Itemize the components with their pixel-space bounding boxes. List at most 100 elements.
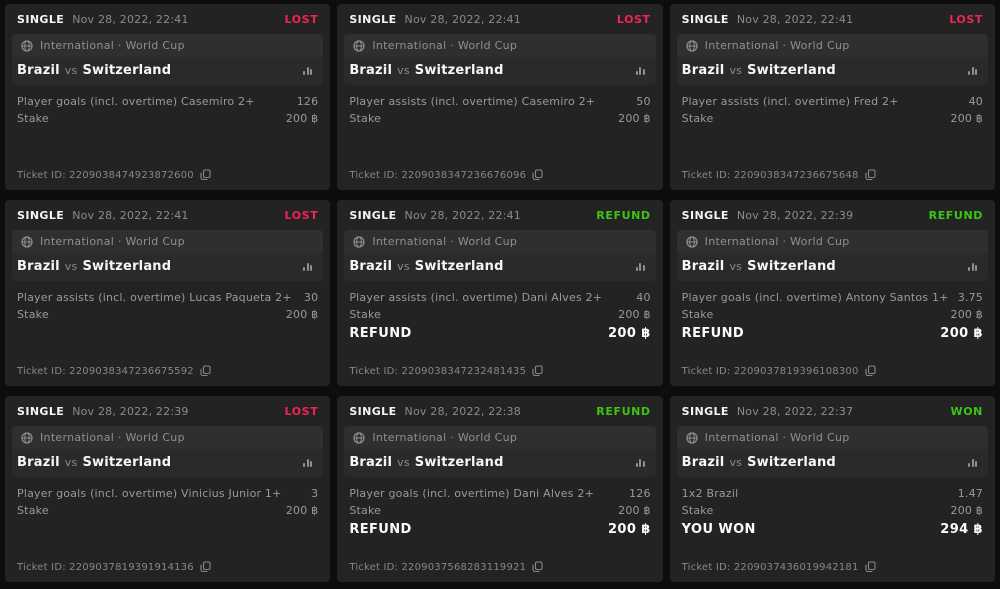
result-label: REFUND: [349, 522, 412, 537]
league-row: International · World Cup: [344, 230, 656, 253]
bet-odds-value: 30: [303, 291, 319, 304]
bet-ticket-card[interactable]: SINGLE Nov 28, 2022, 22:41 LOST Internat…: [5, 200, 331, 386]
bet-ticket-card[interactable]: SINGLE Nov 28, 2022, 22:37 WON Internati…: [669, 396, 995, 582]
league-label: International · World Cup: [704, 39, 850, 52]
event-panel: International · World Cup Brazil vs Swit…: [676, 34, 988, 85]
ticket-id: Ticket ID: 2209037436019942181: [681, 561, 859, 573]
bet-selection-label: Player assists (incl. overtime) Dani Alv…: [349, 291, 603, 304]
event-panel: International · World Cup Brazil vs Swit…: [344, 426, 656, 477]
away-team: Switzerland: [747, 259, 836, 274]
vs-label: vs: [729, 64, 743, 77]
copy-icon[interactable]: [532, 365, 543, 377]
league-label: International · World Cup: [372, 39, 518, 52]
league-label: International · World Cup: [40, 39, 185, 52]
ticket-footer: Ticket ID: 2209038474923872600: [5, 169, 330, 190]
copy-icon[interactable]: [864, 365, 876, 377]
ticket-header: SINGLE Nov 28, 2022, 22:37 WON: [670, 396, 995, 424]
globe-icon: [353, 39, 365, 52]
home-team: Brazil: [349, 259, 393, 274]
bet-ticket-card[interactable]: SINGLE Nov 28, 2022, 22:41 LOST Internat…: [5, 4, 331, 190]
bar-chart-icon[interactable]: [966, 457, 979, 469]
home-team: Brazil: [17, 63, 60, 78]
bet-date: Nov 28, 2022, 22:39: [736, 209, 854, 222]
ticket-id: Ticket ID: 2209037568283119921: [349, 561, 527, 573]
stake-label: Stake: [349, 504, 382, 517]
ticket-id: Ticket ID: 2209038347236676096: [349, 169, 527, 181]
copy-icon[interactable]: [200, 561, 211, 573]
result-label: REFUND: [349, 326, 412, 341]
bet-details: Player assists (incl. overtime) Dani Alv…: [337, 281, 662, 341]
copy-icon[interactable]: [532, 561, 543, 573]
event-panel: International · World Cup Brazil vs Swit…: [676, 230, 988, 281]
bet-selection-row: Player goals (incl. overtime) Dani Alves…: [349, 485, 650, 502]
bar-chart-icon[interactable]: [634, 261, 647, 273]
copy-icon[interactable]: [864, 561, 876, 573]
league-label: International · World Cup: [704, 431, 850, 444]
bet-ticket-card[interactable]: SINGLE Nov 28, 2022, 22:41 LOST Internat…: [669, 4, 995, 190]
copy-icon[interactable]: [864, 169, 876, 181]
copy-icon[interactable]: [200, 169, 211, 181]
ticket-header: SINGLE Nov 28, 2022, 22:41 LOST: [670, 4, 995, 32]
bet-ticket-card[interactable]: SINGLE Nov 28, 2022, 22:39 REFUND Intern…: [669, 200, 995, 386]
stake-label: Stake: [349, 308, 382, 321]
stake-row: Stake 200 ฿: [682, 110, 983, 127]
ticket-header: SINGLE Nov 28, 2022, 22:41 LOST: [5, 200, 330, 228]
bar-chart-icon[interactable]: [301, 457, 314, 469]
away-team: Switzerland: [747, 455, 836, 470]
stake-value: 200 ฿: [618, 308, 651, 321]
bet-odds-value: 40: [968, 95, 983, 108]
stake-row: Stake 200 ฿: [682, 306, 983, 323]
copy-icon[interactable]: [200, 365, 211, 377]
bet-selection-label: Player assists (incl. overtime) Lucas Pa…: [17, 291, 292, 304]
match-row: Brazil vs Switzerland: [12, 449, 324, 477]
bet-odds-value: 126: [296, 95, 319, 108]
bet-selection-row: Player assists (incl. overtime) Fred 2+ …: [682, 93, 983, 110]
bet-ticket-card[interactable]: SINGLE Nov 28, 2022, 22:38 REFUND Intern…: [337, 396, 663, 582]
match-row: Brazil vs Switzerland: [12, 57, 324, 85]
bar-chart-icon[interactable]: [301, 65, 314, 77]
stake-label: Stake: [349, 112, 382, 125]
vs-label: vs: [64, 456, 78, 469]
bet-odds-value: 3: [311, 487, 319, 500]
away-team: Switzerland: [414, 455, 504, 470]
vs-label: vs: [64, 64, 78, 77]
ticket-header: SINGLE Nov 28, 2022, 22:39 LOST: [5, 396, 330, 424]
bet-type-label: SINGLE: [681, 209, 729, 222]
bar-chart-icon[interactable]: [634, 457, 647, 469]
away-team: Switzerland: [82, 63, 172, 78]
bar-chart-icon[interactable]: [634, 65, 647, 77]
bar-chart-icon[interactable]: [966, 261, 979, 273]
copy-icon[interactable]: [532, 169, 543, 181]
bet-ticket-card[interactable]: SINGLE Nov 28, 2022, 22:41 REFUND Intern…: [337, 200, 663, 386]
bet-type-label: SINGLE: [681, 405, 729, 418]
status-badge: LOST: [284, 209, 319, 222]
league-label: International · World Cup: [372, 235, 518, 248]
bar-chart-icon[interactable]: [966, 65, 979, 77]
bet-selection-label: Player goals (incl. overtime) Dani Alves…: [349, 487, 595, 500]
ticket-header: SINGLE Nov 28, 2022, 22:41 REFUND: [337, 200, 662, 228]
bar-chart-icon[interactable]: [301, 261, 314, 273]
bet-details: Player goals (incl. overtime) Antony San…: [670, 281, 995, 341]
bet-type-label: SINGLE: [349, 209, 397, 222]
stake-label: Stake: [681, 112, 714, 125]
match-row: Brazil vs Switzerland: [676, 57, 988, 85]
result-row: REFUND 200 ฿: [682, 326, 983, 341]
match-row: Brazil vs Switzerland: [676, 449, 988, 477]
stake-label: Stake: [17, 504, 49, 517]
stake-row: Stake 200 ฿: [349, 502, 650, 519]
event-panel: International · World Cup Brazil vs Swit…: [344, 34, 656, 85]
result-row: REFUND 200 ฿: [349, 326, 650, 341]
result-row: YOU WON 294 ฿: [682, 522, 983, 537]
stake-row: Stake 200 ฿: [17, 306, 318, 323]
stake-row: Stake 200 ฿: [17, 110, 318, 127]
bet-ticket-card[interactable]: SINGLE Nov 28, 2022, 22:39 LOST Internat…: [5, 396, 331, 582]
event-panel: International · World Cup Brazil vs Swit…: [12, 426, 324, 477]
bet-odds-value: 126: [629, 487, 651, 500]
league-label: International · World Cup: [40, 235, 185, 248]
bet-ticket-card[interactable]: SINGLE Nov 28, 2022, 22:41 LOST Internat…: [337, 4, 663, 190]
event-panel: International · World Cup Brazil vs Swit…: [12, 230, 324, 281]
league-row: International · World Cup: [676, 34, 988, 57]
league-row: International · World Cup: [12, 230, 324, 253]
ticket-header: SINGLE Nov 28, 2022, 22:41 LOST: [5, 4, 330, 32]
